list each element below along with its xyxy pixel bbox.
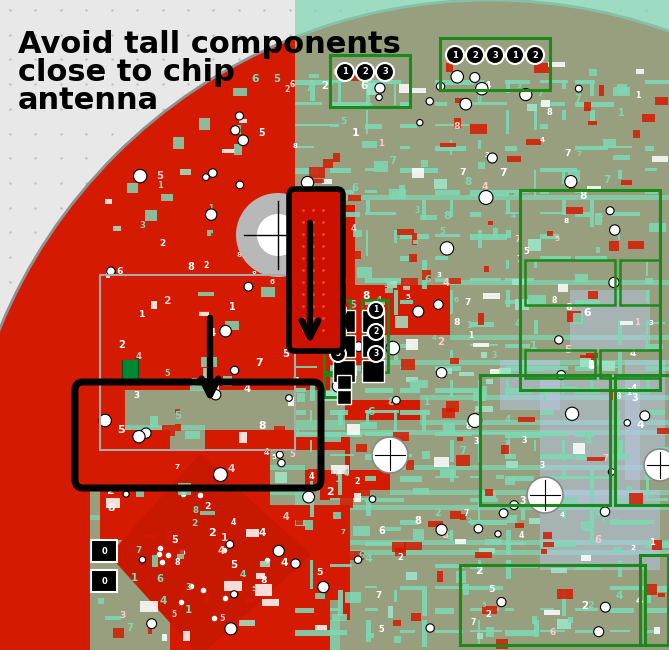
Bar (313, 478, 320, 489)
Bar (295, 410, 306, 415)
Bar (388, 606, 393, 618)
Bar (645, 80, 669, 84)
Bar (162, 425, 175, 437)
Bar (540, 168, 577, 172)
Bar (450, 280, 669, 340)
Text: 3: 3 (649, 320, 654, 326)
Bar (470, 278, 501, 281)
Bar (327, 202, 334, 209)
Bar (505, 630, 536, 636)
Circle shape (506, 46, 524, 64)
Text: 5: 5 (349, 300, 357, 310)
Text: 1: 1 (229, 302, 235, 312)
Circle shape (436, 525, 447, 536)
Bar (646, 260, 648, 276)
Bar (365, 300, 385, 306)
Bar (296, 515, 303, 525)
Circle shape (294, 268, 304, 278)
Text: 1: 1 (221, 533, 229, 543)
Bar (480, 375, 610, 505)
Text: 8: 8 (293, 143, 298, 149)
Bar (199, 137, 211, 148)
Bar (595, 506, 605, 515)
Bar (248, 211, 265, 222)
Bar (520, 190, 660, 390)
Circle shape (476, 83, 488, 95)
Bar (308, 168, 324, 178)
Text: 1: 1 (424, 398, 431, 407)
Circle shape (256, 227, 268, 239)
Text: 4: 4 (135, 352, 141, 361)
Bar (112, 352, 127, 361)
Text: 4: 4 (504, 415, 510, 424)
Bar (284, 437, 292, 443)
Bar (330, 564, 353, 567)
Bar (551, 567, 567, 573)
Bar (100, 330, 110, 341)
Text: 8: 8 (444, 211, 452, 221)
Text: 8: 8 (363, 291, 370, 301)
Text: 8: 8 (368, 103, 373, 109)
Bar (422, 620, 427, 647)
Text: 7: 7 (470, 618, 476, 627)
Bar (183, 631, 190, 641)
Bar (366, 500, 371, 517)
Bar (295, 205, 355, 335)
Bar (575, 366, 594, 371)
Text: 4: 4 (230, 519, 236, 527)
Bar (350, 550, 669, 620)
Circle shape (446, 46, 464, 64)
Bar (295, 234, 314, 237)
Text: 8: 8 (236, 252, 242, 258)
Text: 4: 4 (540, 136, 545, 142)
Bar (423, 451, 430, 459)
Bar (366, 620, 371, 642)
Text: 6: 6 (549, 629, 556, 638)
Circle shape (413, 306, 423, 317)
Bar (310, 200, 314, 221)
Bar (391, 542, 405, 552)
Bar (534, 170, 537, 196)
Text: 6: 6 (367, 407, 375, 417)
Circle shape (601, 603, 610, 612)
Bar (173, 137, 184, 149)
Text: 4: 4 (244, 384, 251, 394)
Bar (534, 320, 538, 334)
Bar (540, 542, 575, 547)
Bar (330, 212, 359, 217)
Text: 5: 5 (282, 348, 290, 359)
Circle shape (376, 63, 394, 81)
Bar (617, 84, 627, 93)
Bar (122, 358, 138, 384)
Circle shape (330, 324, 346, 340)
Bar (399, 185, 405, 196)
Bar (610, 146, 632, 148)
Bar (470, 212, 481, 217)
Bar (223, 376, 231, 385)
Bar (595, 213, 601, 224)
Text: 2: 2 (332, 322, 337, 332)
Bar (540, 454, 574, 459)
Bar (394, 636, 401, 643)
Bar (233, 88, 248, 96)
Bar (400, 586, 427, 590)
Bar (505, 80, 530, 84)
Circle shape (99, 414, 111, 427)
Bar (333, 360, 355, 382)
Bar (400, 344, 412, 348)
Bar (440, 469, 456, 476)
Bar (470, 344, 498, 346)
Text: 7: 7 (500, 168, 507, 177)
Bar (365, 80, 401, 84)
Bar (365, 608, 378, 610)
Bar (366, 80, 370, 109)
Bar (470, 102, 507, 105)
Bar (646, 470, 649, 497)
Bar (112, 360, 120, 368)
Bar (365, 388, 393, 393)
Text: 2: 2 (373, 328, 379, 337)
Bar (330, 630, 347, 635)
Bar (557, 590, 573, 599)
Text: 4: 4 (630, 349, 636, 358)
